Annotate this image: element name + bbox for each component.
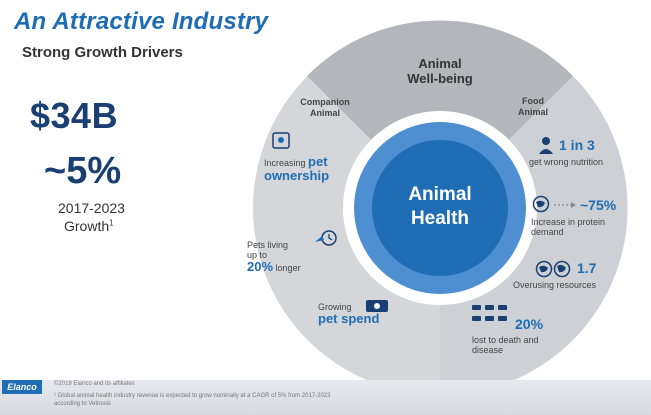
growth-label: Growth1: [64, 218, 114, 234]
loss-desc-2: disease: [472, 345, 504, 355]
growth-period: 2017-2023: [58, 200, 125, 216]
longevity-text-2: up to: [247, 250, 268, 260]
well-being-label: Animal Well-being: [400, 56, 480, 86]
page-title: An Attractive Industry: [14, 8, 269, 35]
protein-value: ~75%: [580, 197, 617, 213]
center-circle: [372, 140, 508, 276]
companion-item-longevity: Pets living up to 20% longer: [247, 240, 301, 274]
nutrition-desc: get wrong nutrition: [529, 157, 604, 167]
market-size-stat: $34B: [30, 95, 119, 136]
food-animal-label: Food Animal: [508, 96, 558, 118]
longevity-strong: 20%: [247, 259, 274, 274]
loss-desc-1: lost to death and: [472, 335, 539, 345]
food-line-1: Food: [522, 96, 544, 106]
longevity-text: Pets living: [247, 240, 289, 250]
resources-desc: Overusing resources: [513, 280, 597, 290]
food-line-2: Animal: [517, 107, 548, 117]
globe-icon-resources: [535, 260, 571, 278]
copyright-text: ©2019 Elanco and its affiliates: [54, 381, 135, 387]
companion-line-1: Companion: [300, 97, 350, 107]
footnote-marker: 1: [109, 218, 114, 228]
food-animal-segment: [440, 76, 628, 396]
spend-strong: pet spend: [318, 311, 380, 326]
loss-value: 20%: [515, 316, 544, 332]
person-icon: [539, 137, 553, 154]
food-item-nutrition: 1 in 3: [559, 137, 595, 153]
elanco-logo: Elanco: [2, 380, 42, 394]
loss-desc: lost to death and disease: [472, 335, 539, 355]
longevity-tail: longer: [275, 263, 301, 273]
globe-icon-protein: [532, 195, 550, 213]
companion-item-ownership: Increasing pet ownership: [264, 155, 329, 183]
well-being-line-2: Well-being: [407, 71, 473, 86]
footnote-line-2: according to Vetnosis: [54, 401, 112, 407]
ownership-strong-2: ownership: [264, 168, 330, 183]
center-line-2: Health: [410, 208, 470, 229]
resources-value: 1.7: [577, 260, 597, 276]
companion-animal-label: Companion Animal: [290, 97, 360, 119]
growth-label-text: Growth: [64, 218, 110, 234]
center-line-1: Animal: [408, 184, 472, 205]
protein-desc: Increase in protein demand: [531, 217, 605, 237]
livestock-icon: [472, 305, 507, 321]
protein-desc-2: demand: [531, 227, 564, 237]
arrow-icon: [554, 202, 576, 208]
companion-line-2: Animal: [309, 108, 340, 118]
protein-desc-1: Increase in protein: [531, 217, 606, 227]
center-label: Animal Health: [390, 183, 490, 231]
growth-drivers-diagram: Animal Health Animal Well-being Companio…: [225, 20, 645, 405]
diagram-svg: [253, 20, 628, 396]
page-subtitle: Strong Growth Drivers: [22, 44, 183, 61]
nutrition-value: 1 in 3: [559, 137, 595, 153]
companion-item-spend: Growing pet spend: [318, 302, 379, 326]
spend-text: Growing: [318, 302, 352, 312]
pet-longevity-icon: [315, 230, 337, 246]
ownership-text: Increasing: [264, 158, 306, 168]
growth-rate-stat: ~5%: [44, 150, 122, 192]
money-icon: [366, 300, 388, 312]
footnote-line-1: ¹ Global animal health industry revenue …: [54, 393, 331, 399]
ownership-strong-1: pet: [308, 154, 328, 169]
well-being-line-1: Animal: [418, 56, 462, 71]
footer-bar: [0, 380, 651, 415]
pet-ownership-icon: [272, 132, 290, 149]
